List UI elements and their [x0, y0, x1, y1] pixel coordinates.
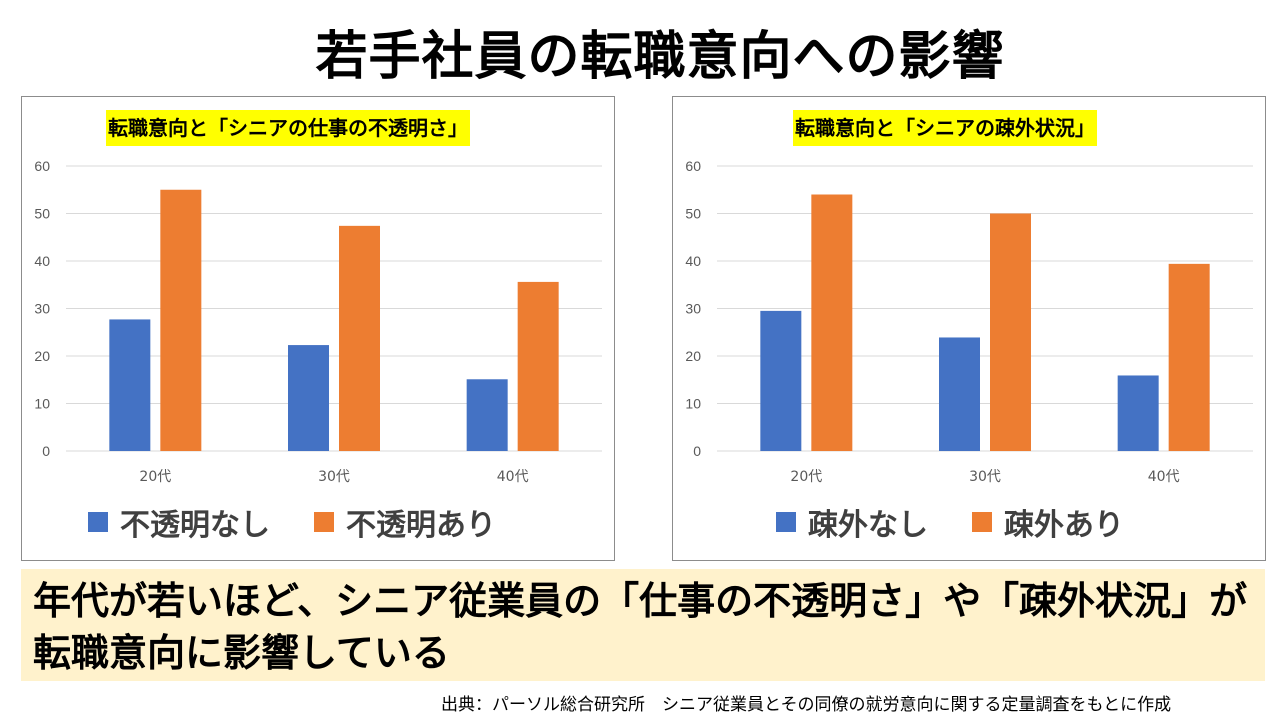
conclusion-box: 年代が若いほど、シニア従業員の「仕事の不透明さ」や「疎外状況」が転職意向に影響し… [21, 569, 1265, 681]
legend-item-series2: 疎外あり [972, 500, 1124, 544]
y-tick-label: 0 [42, 443, 50, 459]
legend-item-series1: 不透明なし [88, 500, 270, 544]
legend-swatch-orange [314, 512, 334, 532]
y-tick-label: 10 [34, 396, 50, 412]
bar-series2 [160, 189, 202, 451]
chart-panel-alienation: 転職意向と「シニアの疎外状況」 0 10 20 30 40 50 60 20代 30代 40代 疎… [672, 96, 1266, 561]
x-tick-label: 30代 [318, 469, 350, 485]
y-tick-label: 60 [685, 158, 701, 174]
chart-legend: 不透明なし 不透明あり [88, 500, 540, 544]
x-tick-label: 20代 [790, 469, 822, 485]
bar-series2 [339, 225, 380, 451]
legend-swatch-blue [88, 512, 108, 532]
bar-series1 [1117, 375, 1159, 451]
bar-series1 [760, 310, 802, 451]
legend-swatch-orange [972, 512, 992, 532]
bar-series2 [990, 213, 1031, 451]
bar-series1 [466, 379, 508, 451]
source-note: 出典：パーソル総合研究所 シニア従業員とその同僚の就労意向に関する定量調査をもと… [441, 695, 1172, 715]
chart-title: 転職意向と「シニアの仕事の不透明さ」 [106, 110, 470, 146]
y-tick-label: 0 [693, 443, 701, 459]
y-tick-label: 60 [34, 158, 50, 174]
y-tick-label: 20 [685, 348, 701, 364]
legend-item-series2: 不透明あり [314, 500, 496, 544]
bar-chart-opacity: 0 10 20 30 40 50 60 20代 30代 40代 [34, 158, 602, 485]
x-tick-label: 40代 [1148, 469, 1180, 485]
bar-series1 [109, 319, 151, 451]
x-tick-label: 30代 [969, 469, 1001, 485]
bar-series2 [517, 281, 559, 451]
bar-series1 [939, 337, 980, 451]
legend-label: 不透明あり [346, 508, 496, 543]
bar-series1 [288, 345, 329, 451]
conclusion-text: 年代が若いほど、シニア従業員の「仕事の不透明さ」や「疎外状況」が転職意向に影響し… [33, 579, 1248, 675]
bar-series2 [1168, 263, 1210, 451]
y-tick-label: 30 [34, 301, 50, 317]
legend-item-series1: 疎外なし [776, 500, 928, 544]
x-tick-label: 40代 [497, 469, 529, 485]
y-tick-label: 30 [685, 301, 701, 317]
bar-chart-alienation: 0 10 20 30 40 50 60 20代 30代 40代 [685, 158, 1253, 485]
legend-label: 疎外あり [1004, 508, 1124, 543]
legend-label: 疎外なし [808, 508, 928, 543]
bar-series2 [811, 194, 853, 451]
y-tick-label: 20 [34, 348, 50, 364]
y-tick-label: 40 [685, 253, 701, 269]
y-tick-label: 10 [685, 396, 701, 412]
page-title: 若手社員の転職意向への影響 [315, 27, 1005, 87]
x-tick-label: 20代 [139, 469, 171, 485]
y-tick-label: 40 [34, 253, 50, 269]
chart-title: 転職意向と「シニアの疎外状況」 [793, 110, 1097, 146]
y-tick-label: 50 [685, 206, 701, 222]
legend-swatch-blue [776, 512, 796, 532]
chart-panel-opacity: 転職意向と「シニアの仕事の不透明さ」 0 10 20 30 40 50 60 20代 30代 40… [21, 96, 615, 561]
y-tick-label: 50 [34, 206, 50, 222]
chart-legend: 疎外なし 疎外あり [776, 500, 1168, 544]
legend-label: 不透明なし [120, 508, 270, 543]
